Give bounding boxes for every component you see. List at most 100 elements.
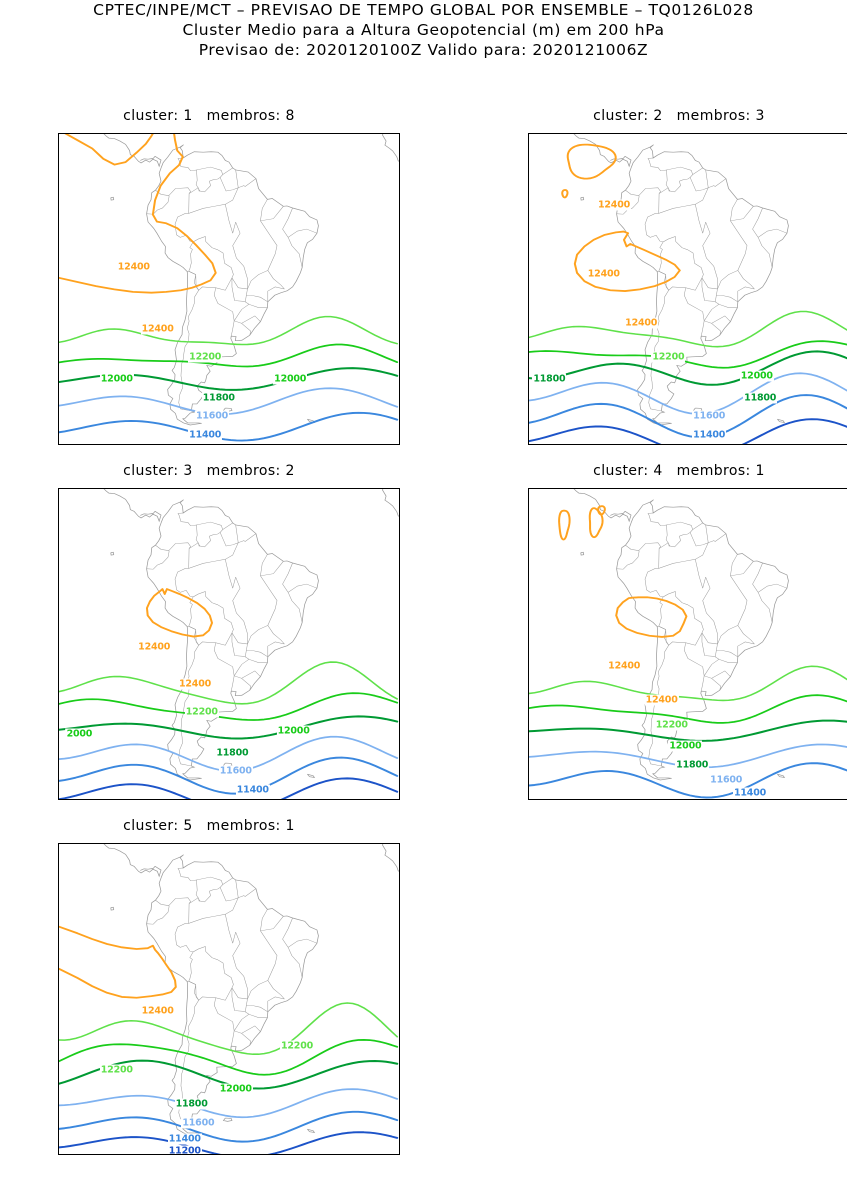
contour-label-12400: 12400 bbox=[644, 694, 679, 706]
contour-label-12400: 12400 bbox=[116, 261, 151, 273]
y-tick bbox=[58, 423, 59, 424]
x-tick bbox=[114, 799, 115, 800]
page-title: CPTEC/INPE/MCT – PREVISAO DE TEMPO GLOBA… bbox=[0, 0, 847, 60]
title-line-times: Previsao de: 2020120100Z Valido para: 20… bbox=[198, 41, 649, 59]
y-tick bbox=[58, 572, 59, 573]
contour-11600 bbox=[59, 1088, 399, 1119]
contour-label-11400: 11400 bbox=[692, 429, 727, 441]
map-canvas-4 bbox=[529, 489, 847, 799]
y-tick bbox=[58, 947, 59, 948]
contour-label-12200: 12200 bbox=[654, 719, 689, 731]
y-tick bbox=[58, 1133, 59, 1134]
contour-label-12400: 12400 bbox=[586, 268, 621, 279]
members-label-4: membros: bbox=[676, 463, 751, 479]
cluster-value-4: 4 bbox=[653, 463, 663, 479]
coastlines-layer bbox=[573, 489, 789, 781]
y-tick bbox=[528, 489, 529, 490]
map-plot-3: 1240012400122002000120001180011600114001… bbox=[58, 488, 400, 800]
y-tick bbox=[528, 361, 529, 362]
x-tick bbox=[621, 799, 622, 800]
contour-12200 bbox=[529, 310, 847, 348]
y-tick bbox=[528, 510, 529, 511]
y-tick bbox=[528, 155, 529, 156]
contour-label-11600: 11600 bbox=[709, 774, 744, 786]
contour-label-12200: 12200 bbox=[184, 706, 219, 718]
x-tick bbox=[225, 444, 226, 445]
y-tick bbox=[58, 1030, 59, 1031]
contour-label-11400: 11400 bbox=[167, 1133, 202, 1144]
y-tick bbox=[58, 361, 59, 362]
panel-title-1: cluster: 1 membros: 8 bbox=[10, 108, 408, 124]
y-tick bbox=[58, 1009, 59, 1010]
panel-title-3: cluster: 3 membros: 2 bbox=[10, 463, 408, 479]
x-tick bbox=[769, 799, 770, 800]
y-tick bbox=[528, 196, 529, 197]
title-line-model: CPTEC/INPE/MCT – PREVISAO DE TEMPO GLOBA… bbox=[93, 1, 754, 19]
contour-label-12200: 12200 bbox=[279, 1040, 315, 1051]
contour-label-11400: 11400 bbox=[188, 429, 223, 441]
map-canvas-1 bbox=[59, 134, 399, 442]
y-tick bbox=[58, 1051, 59, 1052]
y-tick bbox=[58, 613, 59, 614]
map-plot-4: 1240012400122001200011800116001140015N10… bbox=[528, 488, 847, 800]
cluster-label-1: cluster: bbox=[123, 108, 179, 124]
contour-11200 bbox=[529, 418, 847, 444]
contour-12000 bbox=[59, 1038, 399, 1076]
coastlines-layer bbox=[573, 134, 789, 426]
contour-label-12000: 12000 bbox=[99, 373, 134, 385]
contour-11800 bbox=[529, 719, 847, 742]
contour-label-11200: 11200 bbox=[167, 1145, 202, 1155]
x-tick bbox=[336, 1154, 337, 1155]
y-tick bbox=[528, 217, 529, 218]
contours-layer bbox=[59, 925, 399, 1154]
x-tick bbox=[695, 799, 696, 800]
y-tick bbox=[58, 634, 59, 635]
contour-11800 bbox=[59, 715, 399, 740]
y-tick bbox=[58, 530, 59, 531]
cluster-value-5: 5 bbox=[183, 818, 193, 834]
y-tick bbox=[58, 1092, 59, 1093]
contour-12400 bbox=[597, 505, 606, 516]
title-line-variable: Cluster Medio para a Altura Geopotencial… bbox=[182, 21, 665, 39]
members-value-4: 1 bbox=[755, 463, 765, 479]
x-tick bbox=[732, 444, 733, 445]
contour-12400 bbox=[561, 189, 569, 199]
contour-label-11800: 11800 bbox=[215, 747, 250, 758]
contour-11200 bbox=[59, 777, 399, 799]
contour-12400 bbox=[558, 509, 571, 541]
y-tick bbox=[528, 551, 529, 552]
contour-11400 bbox=[59, 756, 399, 795]
y-tick bbox=[58, 675, 59, 676]
y-tick bbox=[58, 320, 59, 321]
contour-label-11800: 11800 bbox=[532, 373, 567, 385]
cluster-value-1: 1 bbox=[183, 108, 193, 124]
x-tick bbox=[188, 799, 189, 800]
y-tick bbox=[58, 279, 59, 280]
y-tick bbox=[528, 279, 529, 280]
contour-label-11800: 11800 bbox=[174, 1098, 209, 1110]
x-tick bbox=[584, 444, 585, 445]
y-tick bbox=[58, 382, 59, 383]
y-tick bbox=[528, 382, 529, 383]
y-tick bbox=[58, 716, 59, 717]
cluster-value-3: 3 bbox=[183, 463, 193, 479]
y-tick bbox=[528, 716, 529, 717]
y-tick bbox=[58, 489, 59, 490]
y-tick bbox=[58, 1154, 59, 1155]
y-tick bbox=[58, 175, 59, 176]
x-tick bbox=[547, 799, 548, 800]
contour-11400 bbox=[529, 394, 847, 439]
contour-label-11600: 11600 bbox=[194, 410, 230, 422]
members-label-5: membros: bbox=[206, 818, 281, 834]
map-plot-1: 12400 12400 12200 12000 12000 11800 11600 11400… bbox=[58, 133, 400, 445]
contour-label-12400: 12400 bbox=[140, 1005, 175, 1017]
x-tick bbox=[806, 444, 807, 445]
contour-label-11400: 11400 bbox=[732, 787, 768, 799]
y-tick bbox=[58, 299, 59, 300]
contour-label-12400: 12400 bbox=[607, 660, 642, 672]
members-label-3: membros: bbox=[206, 463, 281, 479]
contour-12400 bbox=[588, 507, 604, 539]
x-tick bbox=[621, 444, 622, 445]
x-tick bbox=[77, 799, 78, 800]
y-tick bbox=[528, 403, 529, 404]
